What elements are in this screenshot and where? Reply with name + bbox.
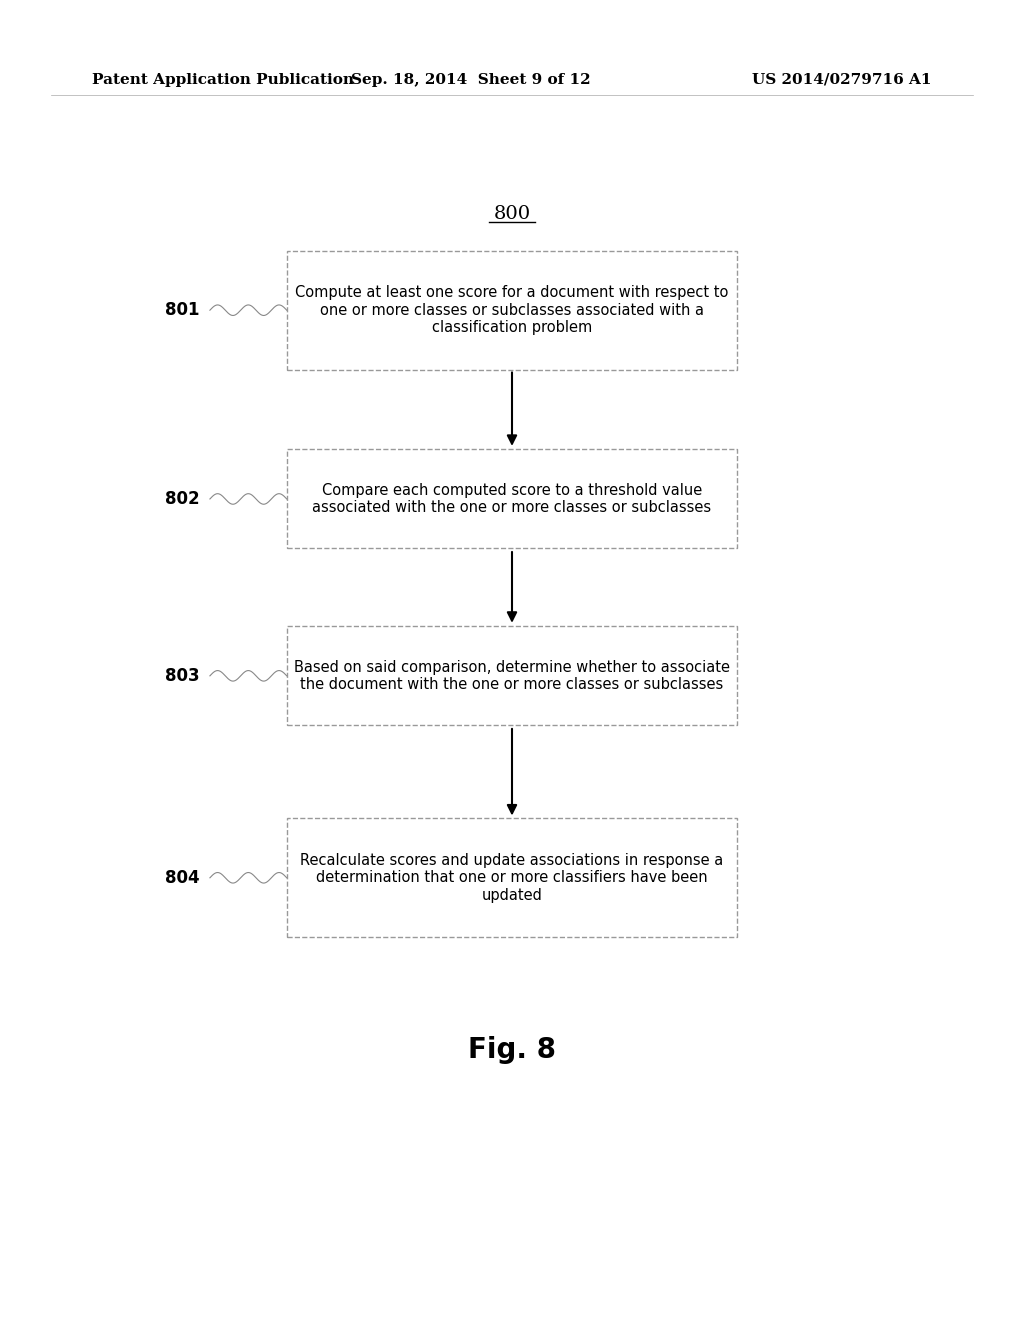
FancyBboxPatch shape	[287, 627, 737, 726]
Text: Patent Application Publication: Patent Application Publication	[92, 73, 354, 87]
Text: 802: 802	[165, 490, 200, 508]
Text: Fig. 8: Fig. 8	[468, 1036, 556, 1064]
Text: 804: 804	[165, 869, 200, 887]
Text: 801: 801	[165, 301, 200, 319]
FancyBboxPatch shape	[287, 449, 737, 549]
Text: Compute at least one score for a document with respect to
one or more classes or: Compute at least one score for a documen…	[295, 285, 729, 335]
Text: US 2014/0279716 A1: US 2014/0279716 A1	[753, 73, 932, 87]
FancyBboxPatch shape	[287, 818, 737, 937]
Text: 800: 800	[494, 205, 530, 223]
Text: Compare each computed score to a threshold value
associated with the one or more: Compare each computed score to a thresho…	[312, 483, 712, 515]
Text: Based on said comparison, determine whether to associate
the document with the o: Based on said comparison, determine whet…	[294, 660, 730, 692]
Text: 803: 803	[165, 667, 200, 685]
FancyBboxPatch shape	[287, 251, 737, 370]
Text: Recalculate scores and update associations in response a
determination that one : Recalculate scores and update associatio…	[300, 853, 724, 903]
Text: Sep. 18, 2014  Sheet 9 of 12: Sep. 18, 2014 Sheet 9 of 12	[351, 73, 591, 87]
